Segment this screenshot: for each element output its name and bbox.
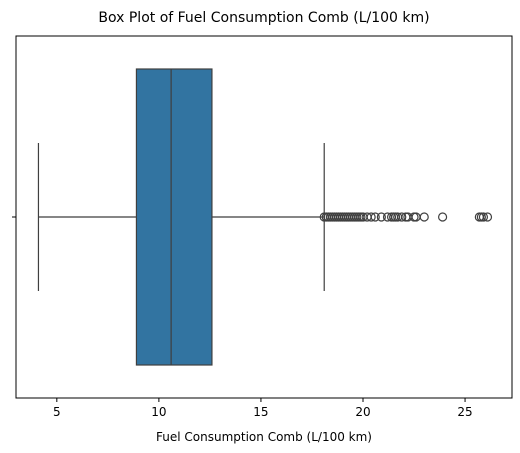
outlier-point <box>397 212 407 222</box>
outlier-point <box>438 212 448 222</box>
outlier-point <box>366 212 376 222</box>
x-axis: 5 10 15 20 25 <box>53 398 473 419</box>
chart-title: Box Plot of Fuel Consumption Comb (L/100… <box>98 10 429 26</box>
x-tick-label: 10 <box>151 405 166 419</box>
x-tick-label: 15 <box>253 405 268 419</box>
x-tick-label: 20 <box>355 405 370 419</box>
plot-area <box>37 68 493 366</box>
outlier-point <box>482 212 493 222</box>
outlier-point <box>419 212 429 222</box>
outlier-point <box>478 212 489 222</box>
outlier-point <box>376 212 386 222</box>
x-tick-label: 5 <box>53 405 61 419</box>
outlier-point <box>370 212 380 222</box>
interquartile-box <box>135 68 213 366</box>
x-tick-label: 25 <box>457 405 472 419</box>
x-axis-label: Fuel Consumption Comb (L/100 km) <box>156 430 372 444</box>
